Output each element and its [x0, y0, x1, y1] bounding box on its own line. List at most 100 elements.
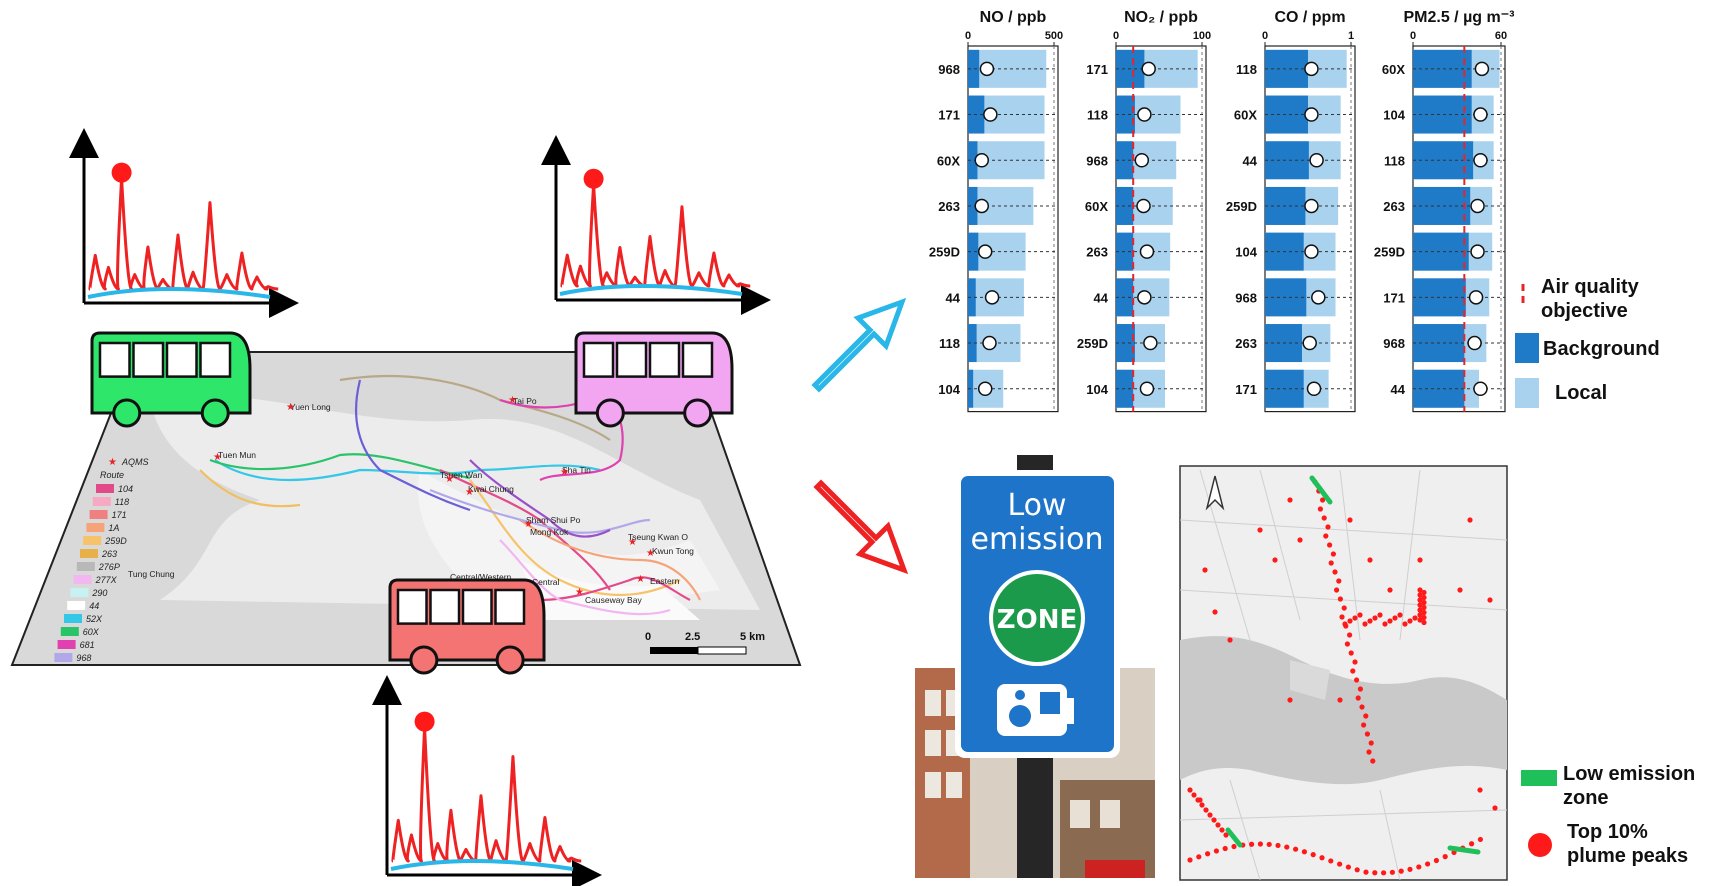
peak-dot [1196, 854, 1202, 860]
tick-label: 1 [1348, 30, 1354, 42]
peak-dot [1354, 867, 1360, 873]
peak-dot [1347, 632, 1353, 638]
bus-window [429, 588, 461, 625]
peak-dot [1366, 749, 1372, 755]
mean-marker [1473, 153, 1488, 168]
peak-dot [1417, 612, 1423, 618]
peak-dot [1328, 560, 1334, 566]
category-label: 104 [1086, 382, 1108, 397]
route-swatch [67, 601, 86, 610]
plume-plot [372, 675, 602, 886]
mean-marker [1134, 153, 1150, 168]
peak-dot [1416, 864, 1422, 870]
place-label: Central [532, 577, 560, 587]
category-label: 263 [1383, 199, 1405, 214]
route-label: 681 [80, 640, 95, 650]
mean-marker [979, 61, 995, 77]
category-label: 171 [1086, 62, 1108, 77]
peak-dot [1249, 841, 1255, 847]
mean-marker [1311, 290, 1326, 305]
route-label: 277X [95, 575, 118, 585]
aqo-legend-label: Air quality [1541, 276, 1640, 298]
peak-dot [1320, 497, 1326, 503]
peak-dot [1284, 844, 1290, 850]
peak-dot [1191, 792, 1197, 798]
peak-dot [1387, 618, 1393, 624]
plume-baseline-line [559, 284, 743, 296]
plume-baseline-line [390, 859, 574, 871]
bus-wheel [112, 398, 142, 428]
svg-text:★: ★ [213, 452, 222, 463]
bus-window [199, 341, 232, 378]
scale-label: 0 [645, 631, 651, 643]
mean-marker [1136, 198, 1151, 214]
route-swatch [80, 549, 98, 558]
peak-dot [1347, 618, 1353, 624]
speed-camera-icon [997, 684, 1074, 736]
aqo-legend-label: objective [1541, 300, 1628, 322]
place-label: Kwai Chung [468, 484, 514, 494]
peak-dot [1327, 542, 1333, 548]
peak-dot [1334, 587, 1340, 593]
mean-marker [982, 335, 997, 351]
plume-peak-marker [583, 168, 604, 189]
route-label: 171 [112, 510, 127, 520]
peak-dot [1425, 861, 1431, 867]
bus-icon [388, 578, 546, 675]
route-swatch [96, 484, 114, 493]
mean-marker [1137, 290, 1152, 305]
peak-dot [1317, 506, 1323, 512]
background-bar [968, 278, 976, 317]
peak-dot [1407, 618, 1413, 624]
peak-dot [1293, 846, 1299, 852]
svg-text:★: ★ [286, 402, 295, 413]
tick-label: 0 [1113, 30, 1119, 42]
route-label: 259D [104, 536, 127, 546]
sign-text: Low [1007, 488, 1066, 523]
peak-dot [1310, 852, 1316, 858]
peak-dot [1363, 713, 1369, 719]
peak-dot [1213, 848, 1219, 854]
mean-marker [1304, 198, 1319, 214]
bar-chart: NO / ppb 0 500 968 171 60X 263 259D 44 118 104 [929, 9, 1063, 413]
mean-marker [1470, 198, 1485, 214]
north-arrow-icon [1205, 475, 1225, 511]
chart-legend: Air quality objective Background Local [1515, 276, 1660, 408]
peak-dot [1417, 557, 1423, 563]
arrow-to-bar-charts [811, 297, 907, 393]
route-swatch [89, 510, 108, 519]
scale-label: 2.5 [685, 631, 700, 643]
mean-marker [1304, 244, 1319, 259]
background-bar [1116, 95, 1135, 134]
peak-dot [1345, 864, 1351, 870]
place-label: Tai Po [513, 396, 537, 406]
peak-dot [1467, 517, 1473, 523]
route-label: 44 [89, 601, 99, 611]
category-label: 60X [1382, 62, 1405, 77]
peak-dot [1417, 617, 1423, 623]
bus-window [648, 341, 681, 378]
category-label: 118 [1384, 153, 1405, 168]
background-bar [1413, 186, 1471, 225]
chart-title: NO₂ / ppb [1124, 9, 1198, 26]
route-swatch [83, 536, 102, 545]
peak-dot [1402, 621, 1408, 627]
peak-dot [1377, 612, 1383, 618]
plume-peak-dots [1187, 479, 1498, 876]
mean-marker [1470, 244, 1485, 259]
peaks-map [1179, 465, 1508, 881]
bus-wheel [683, 398, 713, 428]
bus-icon [90, 331, 252, 428]
chart-title: NO / ppb [980, 9, 1047, 26]
lez-legend-swatch [1521, 770, 1557, 786]
background-bar [968, 49, 980, 88]
category-label: 259D [1077, 336, 1108, 351]
peak-dot [1359, 704, 1365, 710]
lez-legend-label: Low emission [1563, 763, 1695, 785]
svg-text:★: ★ [445, 474, 454, 485]
mean-marker [1306, 381, 1322, 396]
category-label: 968 [938, 62, 960, 77]
peak-dot [1211, 817, 1217, 823]
peak-dot [1492, 805, 1498, 811]
background-bar [968, 232, 979, 271]
